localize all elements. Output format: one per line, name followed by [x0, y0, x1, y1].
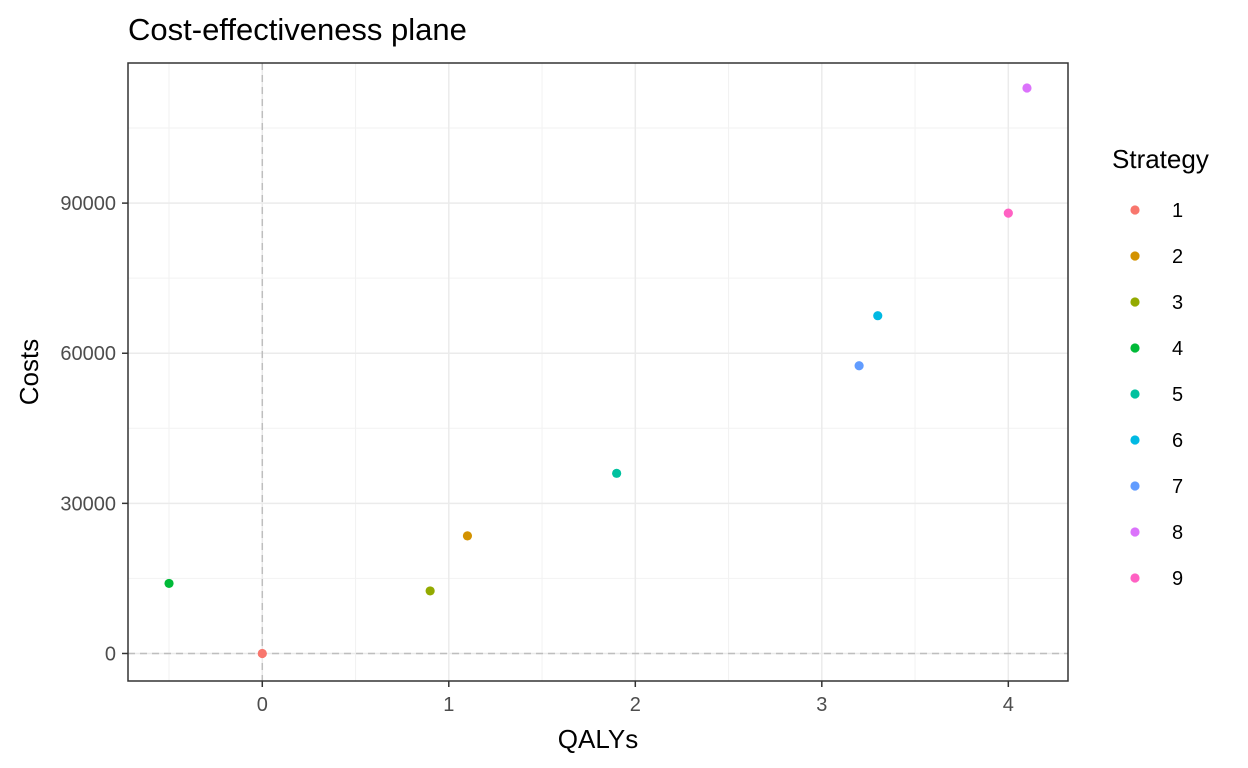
data-point-strategy-4: [164, 578, 174, 589]
data-point-strategy-3: [425, 586, 435, 596]
legend-key-8: [1130, 527, 1140, 537]
legend-label-4: 4: [1172, 338, 1183, 360]
chart-title: Cost-effectiveness plane: [128, 12, 467, 47]
legend-label-8: 8: [1172, 522, 1183, 544]
legend-label-9: 9: [1172, 568, 1183, 590]
grid-layer: [128, 63, 1068, 681]
legend-items: 1 2 3 4 5 6 7 8 9: [1130, 200, 1183, 590]
x-axis-title: QALYs: [558, 724, 638, 754]
legend-key-4: [1130, 343, 1140, 353]
legend-key-6: [1130, 435, 1140, 445]
legend: Strategy 1 2 3 4 5 6 7 8 9: [1112, 144, 1209, 590]
data-point-strategy-5: [612, 468, 622, 478]
legend-label-3: 3: [1172, 292, 1183, 314]
x-tick-label: 4: [1003, 694, 1014, 716]
legend-label-2: 2: [1172, 246, 1183, 268]
data-point-strategy-2: [462, 531, 473, 541]
legend-key-5: [1130, 389, 1140, 399]
legend-label-6: 6: [1172, 430, 1183, 452]
legend-key-7: [1130, 481, 1140, 491]
y-tick-label: 90000: [60, 193, 116, 215]
reference-lines: [128, 63, 1068, 681]
data-point-strategy-6: [873, 311, 883, 321]
legend-label-5: 5: [1172, 384, 1183, 406]
data-points: [164, 83, 1032, 659]
y-tick-label: 60000: [60, 343, 116, 365]
legend-title: Strategy: [1112, 144, 1209, 174]
legend-key-3: [1130, 297, 1140, 307]
x-tick-label: 1: [443, 694, 454, 716]
legend-label-7: 7: [1172, 476, 1183, 498]
legend-label-1: 1: [1172, 200, 1183, 222]
x-tick-label: 0: [257, 694, 268, 716]
y-axis-title: Costs: [14, 339, 44, 405]
legend-key-9: [1130, 573, 1140, 583]
legend-key-2: [1130, 251, 1140, 261]
data-point-strategy-7: [854, 361, 864, 371]
data-point-strategy-8: [1022, 83, 1032, 93]
x-tick-label: 2: [630, 694, 641, 716]
legend-key-1: [1130, 205, 1140, 215]
data-point-strategy-1: [257, 648, 267, 659]
y-axis-ticks: 0 30000 60000 90000: [60, 193, 128, 665]
x-axis-ticks: 0 1 2 3 4: [257, 681, 1014, 716]
data-point-strategy-9: [1003, 208, 1013, 218]
x-tick-label: 3: [816, 694, 827, 716]
plot-panel-border: [127, 62, 1069, 682]
y-tick-label: 30000: [60, 493, 116, 515]
y-tick-label: 0: [105, 643, 116, 665]
